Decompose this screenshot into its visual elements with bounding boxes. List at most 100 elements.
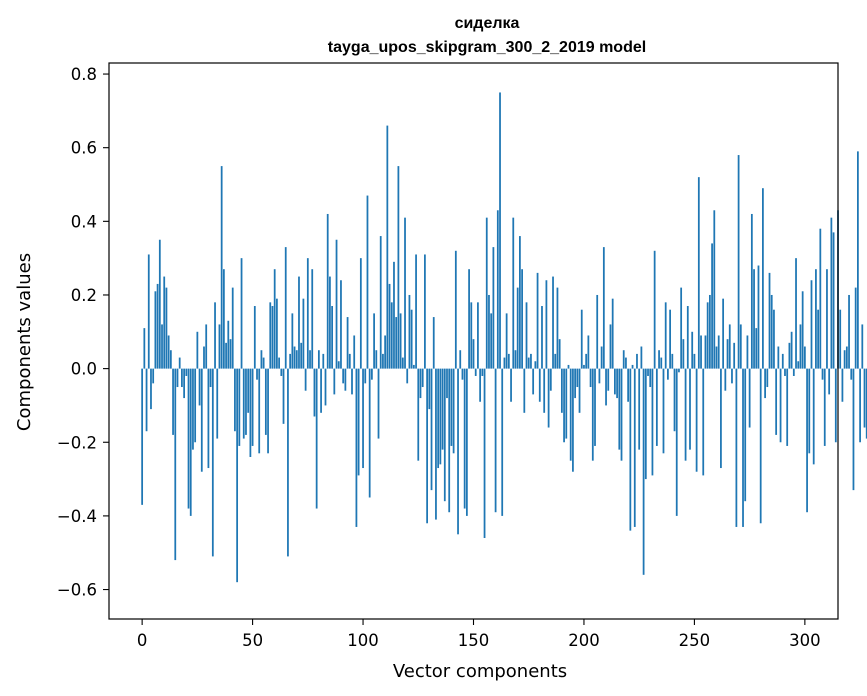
bar-167 [510, 368, 512, 402]
bar-142 [454, 250, 457, 369]
bar-196 [574, 368, 576, 399]
bar-295 [792, 368, 795, 376]
bar-229 [647, 368, 649, 376]
bar-279 [757, 265, 760, 369]
bar-77 [311, 269, 314, 369]
bar-230 [649, 368, 652, 388]
bar-154 [481, 368, 484, 376]
bar-14 [172, 368, 174, 435]
x-tick-label: 150 [458, 631, 490, 650]
bar-250 [693, 353, 696, 369]
bar-32 [211, 368, 214, 557]
bar-38 [225, 342, 227, 369]
bar-18 [181, 368, 183, 388]
bar-31 [209, 368, 212, 388]
bar-243 [678, 368, 680, 373]
bar-55 [262, 357, 265, 369]
bar-206 [596, 294, 599, 369]
plot-frame [108, 62, 839, 620]
bar-51 [253, 306, 256, 369]
bar-241 [673, 368, 676, 432]
bar-130 [428, 368, 431, 410]
bar-164 [503, 357, 506, 369]
bar-306 [817, 309, 819, 369]
bar-274 [746, 335, 749, 369]
bar-99 [359, 258, 362, 369]
bar-209 [602, 247, 605, 369]
bar-191 [563, 368, 565, 443]
bar-275 [748, 368, 751, 428]
bar-52 [256, 368, 258, 380]
bar-171 [519, 236, 521, 369]
bar-195 [572, 368, 574, 472]
bar-234 [658, 350, 660, 369]
bar-26 [198, 368, 201, 406]
x-tick-label: 200 [568, 631, 600, 650]
bar-42 [234, 368, 236, 432]
bar-84 [326, 213, 329, 369]
x-axis-ticks: 0 50 100 150 200 250 300 [137, 619, 821, 650]
bar-175 [527, 357, 530, 369]
bar-264 [724, 368, 727, 391]
bar-227 [642, 368, 645, 575]
bar-155 [483, 368, 486, 538]
bar-54 [260, 350, 263, 369]
y-tick-label: 0.6 [71, 139, 97, 158]
bar-73 [302, 298, 305, 369]
bar-254 [702, 368, 705, 476]
x-tick-label: 250 [679, 631, 711, 650]
bar-119 [404, 217, 406, 369]
bar-219 [625, 357, 627, 369]
bar-202 [587, 335, 590, 369]
y-tick-label: 0.8 [71, 65, 97, 84]
bar-223 [633, 368, 636, 527]
bar-63 [280, 368, 283, 376]
bar-226 [640, 346, 643, 369]
bar-0 [141, 368, 144, 505]
bar-267 [731, 368, 733, 384]
bar-192 [565, 368, 568, 439]
bar-231 [651, 368, 654, 476]
bar-212 [609, 324, 612, 369]
bar-291 [784, 368, 786, 376]
bar-305 [815, 269, 817, 369]
bar-255 [704, 335, 707, 369]
bar-95 [351, 368, 353, 395]
bar-218 [622, 350, 625, 369]
bar-20 [185, 368, 188, 376]
x-tick-label: 0 [137, 631, 148, 650]
bar-50 [251, 368, 254, 446]
bar-178 [534, 361, 537, 369]
bar-62 [278, 357, 280, 369]
bar-322 [852, 368, 855, 491]
bar-232 [653, 250, 656, 369]
bar-133 [435, 368, 437, 520]
bar-82 [322, 353, 325, 369]
bar-235 [660, 357, 663, 369]
bar-45 [240, 258, 243, 369]
bar-125 [417, 368, 420, 461]
bar-327 [863, 368, 866, 428]
bar-121 [408, 294, 411, 369]
bar-147 [465, 368, 468, 516]
bar-102 [366, 195, 369, 369]
bar-277 [753, 269, 755, 369]
bar-311 [828, 368, 831, 395]
bar-40 [229, 339, 232, 369]
bar-88 [335, 239, 338, 369]
bar-78 [313, 368, 316, 417]
bar-169 [514, 350, 517, 369]
bar-160 [494, 368, 497, 513]
y-tick-label: 0.2 [71, 286, 97, 305]
bar-141 [452, 368, 455, 454]
bar-257 [708, 294, 711, 369]
bar-34 [216, 368, 219, 439]
bar-271 [739, 324, 742, 369]
bar-272 [742, 368, 744, 527]
bar-307 [819, 228, 822, 369]
bar-252 [697, 177, 700, 369]
bar-236 [662, 368, 665, 454]
bar-157 [488, 294, 490, 369]
bar-124 [415, 254, 417, 369]
